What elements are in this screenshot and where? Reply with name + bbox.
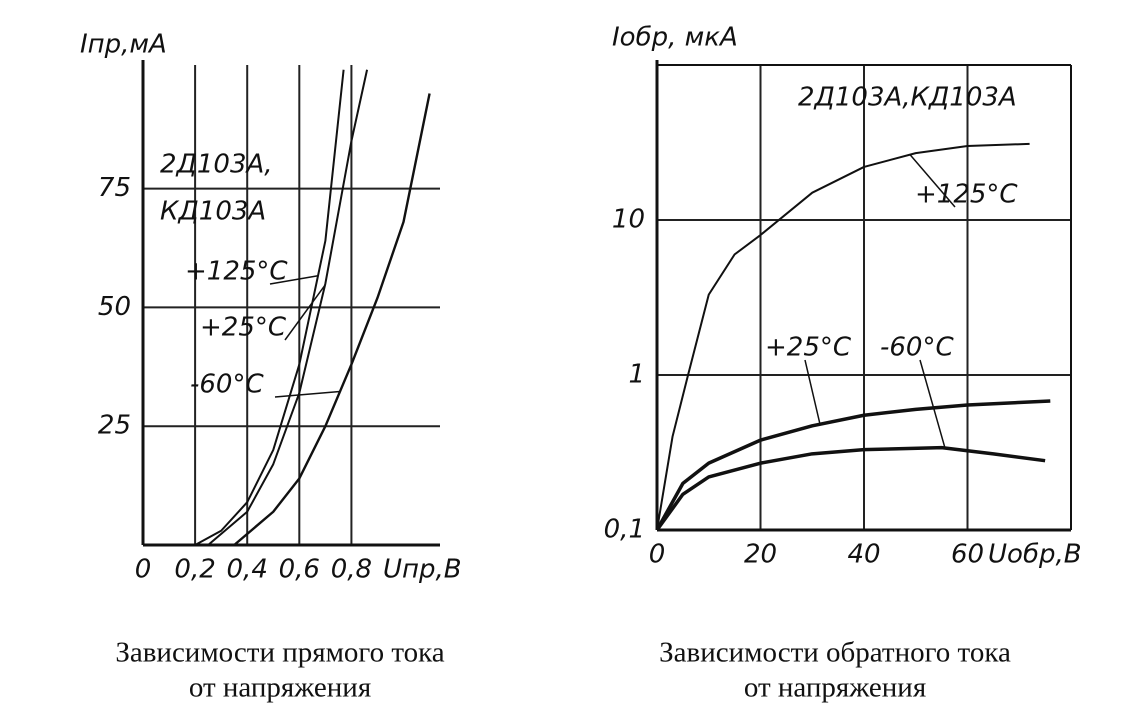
x-tick-label: 0,4 [227,555,268,585]
x-tick-label: 60 [951,540,984,570]
x-tick-label: 0,8 [331,555,372,585]
y-tick-label: 50 [98,292,131,322]
caption: от напряжения [744,672,926,704]
y-axis-label: Iпр,мА [80,30,167,60]
x-tick-label: 0 [649,540,666,570]
series-label: -60°C [190,370,264,400]
series-line [233,93,431,546]
y-tick-label: 0,1 [604,515,645,545]
series-line [194,69,345,546]
series-label: -60°C [880,333,954,363]
series-line [656,142,1030,531]
leader-line [274,390,341,398]
series-label: +125°C [915,180,1018,210]
x-axis-label: Uобр,В [988,540,1082,570]
annotation: 2Д103А, [160,150,273,180]
x-tick-label: 40 [847,540,880,570]
y-tick-label: 1 [628,360,645,390]
x-tick-label: 0,2 [174,555,215,585]
caption: от напряжения [189,672,371,704]
annotation: 2Д103А,КД103А [798,83,1017,113]
y-tick-label: 10 [612,205,645,235]
series-line [655,399,1051,531]
x-axis-label: Uпр,В [383,555,462,585]
y-axis-label: Iобр, мкА [612,23,738,53]
leader-line [284,284,326,341]
caption: Зависимости обратного тока [659,637,1011,669]
y-tick-label: 25 [98,411,131,441]
leader-line [269,275,319,285]
series-line [655,445,1046,532]
series-label: +125°C [185,257,288,287]
series-label: +25°C [200,313,287,343]
x-tick-label: 0,6 [279,555,320,585]
y-tick-label: 75 [98,173,131,203]
leader-line [909,154,956,208]
caption: Зависимости прямого тока [115,637,444,669]
x-tick-label: 0 [135,555,152,585]
annotation: КД103А [160,197,266,227]
series-label: +25°C [765,333,852,363]
x-tick-label: 20 [744,540,777,570]
series-line [207,69,369,546]
leader-line [919,359,946,449]
leader-line [804,359,821,425]
